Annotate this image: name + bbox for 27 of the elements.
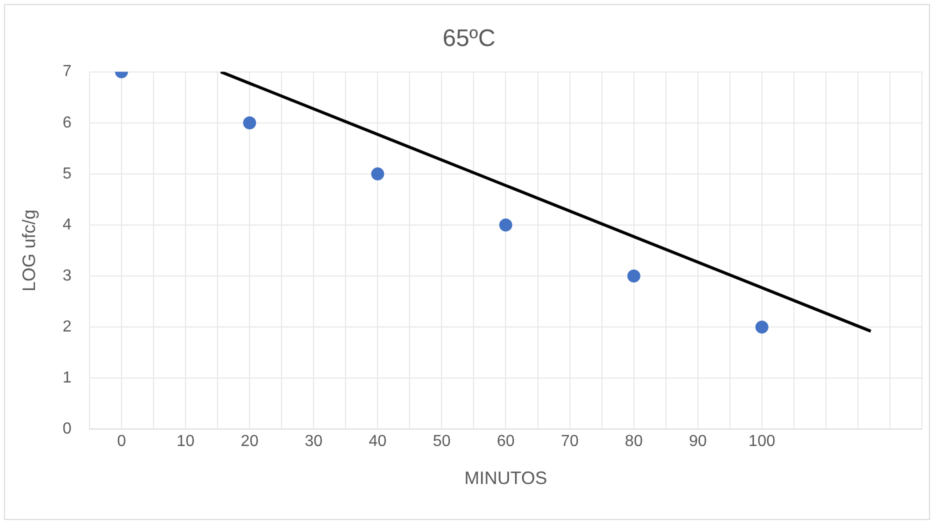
y-tick-label: 4 (62, 216, 72, 234)
y-tick-label: 3 (62, 267, 72, 284)
x-tick-label: 90 (688, 433, 707, 450)
x-tick-label: 80 (624, 433, 643, 450)
point (371, 167, 384, 180)
y-tick-label: 2 (62, 318, 72, 336)
point (627, 270, 640, 283)
x-axis-title: MINUTOS (464, 468, 548, 488)
y-tick-label: 6 (62, 114, 72, 132)
x-tick-label: 0 (117, 433, 126, 450)
x-tick-label: 40 (368, 433, 387, 450)
x-tick-label: 30 (304, 433, 323, 450)
y-tick-label: 5 (62, 165, 72, 182)
y-tick-label: 7 (62, 63, 72, 80)
y-tick-label: 0 (62, 420, 72, 438)
x-tick-label: 20 (240, 433, 259, 450)
point (243, 116, 256, 130)
x-tick-label: 10 (176, 433, 195, 450)
x-tick-label: 50 (432, 433, 451, 450)
x-tick-label: 60 (496, 433, 515, 450)
x-tick-label: 100 (748, 433, 776, 450)
x-tick-label: 70 (560, 433, 579, 450)
y-tick-label: 1 (62, 370, 72, 387)
y-axis-title: LOG ufc/g (18, 209, 39, 292)
chart-title: 65ºC (442, 25, 496, 52)
point (755, 320, 768, 334)
point (499, 218, 512, 232)
